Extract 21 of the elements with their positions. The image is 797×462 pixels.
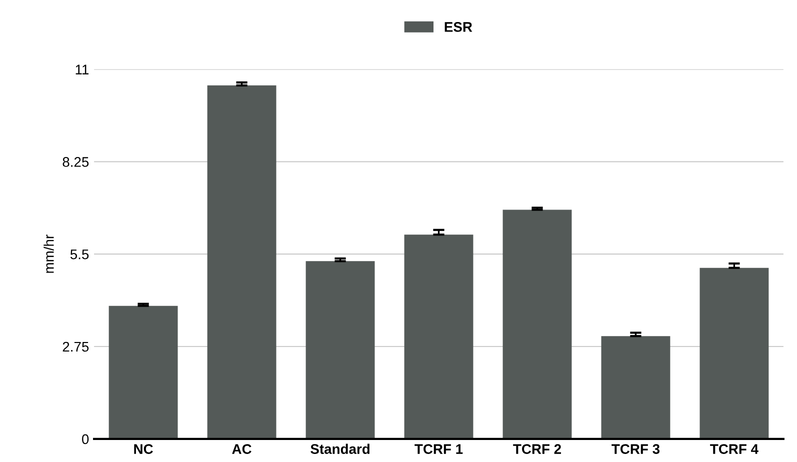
x-tick-label: TCRF 1: [414, 444, 463, 454]
bar: [700, 268, 769, 439]
legend-label: ESR: [444, 22, 472, 32]
x-tick-label: TCRF 3: [612, 444, 660, 454]
bar: [306, 261, 375, 439]
bar: [207, 85, 276, 439]
bar: [108, 306, 178, 439]
x-tick-label: NC: [134, 444, 153, 454]
y-tick-label: 5.5: [70, 250, 89, 260]
bar: [502, 210, 572, 439]
y-axis-title: mm/hr: [44, 234, 54, 273]
y-tick-label: 8.25: [62, 157, 89, 167]
x-tick-label: Standard: [310, 444, 370, 454]
y-tick-label: 2.75: [62, 342, 89, 352]
y-tick-label: 0: [82, 434, 89, 444]
x-tick-label: AC: [232, 444, 252, 454]
y-tick-label: 11: [76, 64, 89, 74]
bar: [404, 234, 474, 439]
bar: [601, 336, 670, 439]
x-tick-label: TCRF 4: [710, 444, 758, 454]
x-tick-label: TCRF 2: [513, 444, 561, 454]
